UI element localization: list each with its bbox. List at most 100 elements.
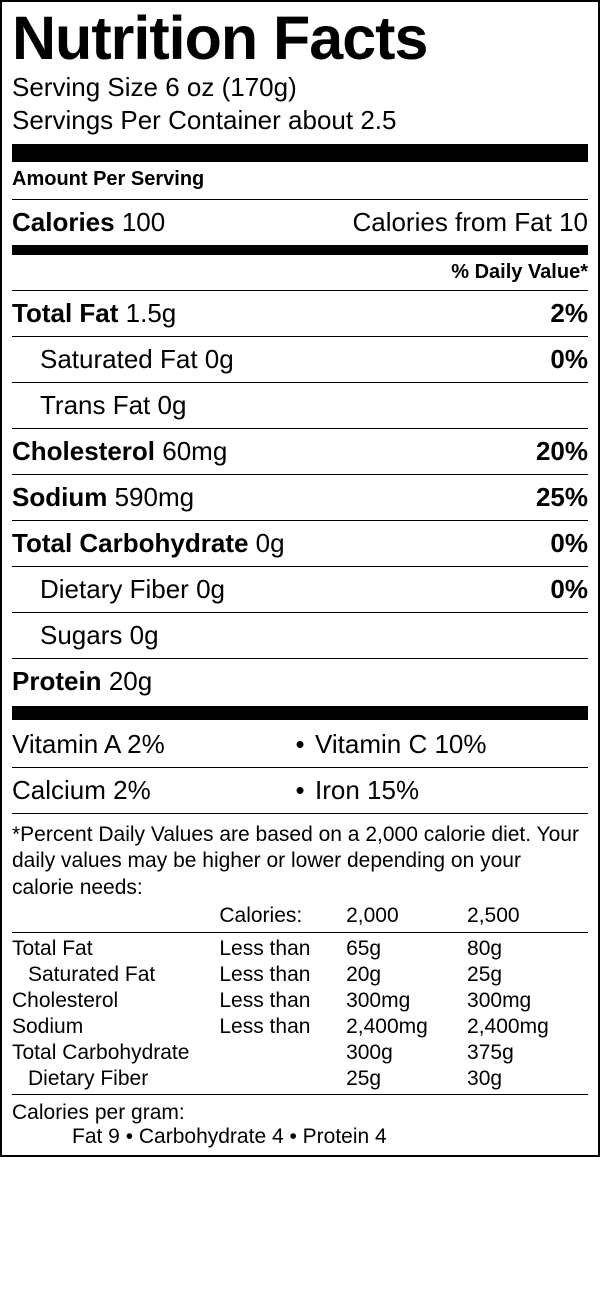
reftable-c1: Saturated Fat xyxy=(12,962,219,988)
divider-line xyxy=(12,520,588,521)
nutrient-row-sat-fat: Saturated Fat 0g 0% xyxy=(12,341,588,378)
carb-label: Total Carbohydrate xyxy=(12,528,248,558)
spc-label: Servings Per Container xyxy=(12,105,281,135)
sodium-dv: 25% xyxy=(536,482,588,513)
calcium-value: 2% xyxy=(113,775,151,805)
reftable-c3: 2,400mg xyxy=(346,1014,467,1040)
cal-per-gram-title: Calories per gram: xyxy=(12,1101,588,1125)
reftable-c4: 80g xyxy=(467,936,588,962)
divider-bar xyxy=(12,706,588,720)
calcium-label: Calcium xyxy=(12,775,106,805)
vit-c-label: Vitamin C xyxy=(315,729,427,759)
divider-line xyxy=(12,612,588,613)
reftable-row: SodiumLess than2,400mg2,400mg xyxy=(12,1014,588,1040)
calories-from-fat-label: Calories from Fat xyxy=(352,207,551,237)
nutrition-label: Nutrition Facts Serving Size 6 oz (170g)… xyxy=(0,0,600,1157)
calories-row: Calories 100 Calories from Fat 10 xyxy=(12,204,588,241)
divider-line xyxy=(12,566,588,567)
nutrient-row-sodium: Sodium 590mg 25% xyxy=(12,479,588,516)
serving-size: Serving Size 6 oz (170g) xyxy=(12,71,588,104)
total-fat-value: 1.5g xyxy=(126,298,177,328)
divider-bar xyxy=(12,144,588,162)
reftable-row: Dietary Fiber 25g30g xyxy=(12,1066,588,1092)
reftable-c3: 65g xyxy=(346,936,467,962)
vitamin-row-2: Calcium 2% • Iron 15% xyxy=(12,772,588,809)
cholesterol-value: 60mg xyxy=(162,436,227,466)
bullet-icon: • xyxy=(285,775,315,806)
divider-bar xyxy=(12,245,588,255)
calories-value: 100 xyxy=(122,207,165,237)
sat-fat-dv: 0% xyxy=(550,344,588,375)
nutrient-row-protein: Protein 20g xyxy=(12,663,588,700)
divider-line xyxy=(12,767,588,768)
sugars-value: 0g xyxy=(130,620,159,650)
amount-per-serving: Amount Per Serving xyxy=(12,166,588,195)
iron-value: 15% xyxy=(367,775,419,805)
reftable-c4: 375g xyxy=(467,1040,588,1066)
cholesterol-label: Cholesterol xyxy=(12,436,155,466)
reftable-c2: Less than xyxy=(219,1014,346,1040)
reftable-c4: 25g xyxy=(467,962,588,988)
nutrient-row-trans-fat: Trans Fat 0g xyxy=(12,387,588,424)
calories-label: Calories xyxy=(12,207,115,237)
vit-c-value: 10% xyxy=(434,729,486,759)
divider-line xyxy=(12,932,588,933)
divider-line xyxy=(12,658,588,659)
nutrient-row-sugars: Sugars 0g xyxy=(12,617,588,654)
reftable-c4: 300mg xyxy=(467,988,588,1014)
reftable-c1: Cholesterol xyxy=(12,988,219,1014)
total-fat-label: Total Fat xyxy=(12,298,118,328)
reftable-c4: 30g xyxy=(467,1066,588,1092)
reftable-c3: 20g xyxy=(346,962,467,988)
reftable-c2: Less than xyxy=(219,988,346,1014)
servings-per-container: Servings Per Container about 2.5 xyxy=(12,104,588,137)
divider-line xyxy=(12,813,588,814)
divider-line xyxy=(12,336,588,337)
nutrient-row-total-fat: Total Fat 1.5g 2% xyxy=(12,295,588,332)
reftable-row: Saturated FatLess than20g25g xyxy=(12,962,588,988)
reftable-c1: Total Fat xyxy=(12,936,219,962)
reftable-row: CholesterolLess than300mg300mg xyxy=(12,988,588,1014)
vit-a-value: 2% xyxy=(127,729,165,759)
reftable-c3: 25g xyxy=(346,1066,467,1092)
vit-a-label: Vitamin A xyxy=(12,729,120,759)
fiber-label: Dietary Fiber xyxy=(40,574,189,604)
bullet-icon: • xyxy=(285,729,315,760)
reftable-c4: 2,400mg xyxy=(467,1014,588,1040)
iron-label: Iron xyxy=(315,775,360,805)
footnote: *Percent Daily Values are based on a 2,0… xyxy=(12,818,588,903)
reftable-c1: Dietary Fiber xyxy=(12,1066,219,1092)
reftable-c2: Less than xyxy=(219,936,346,962)
serving-size-value: 6 oz (170g) xyxy=(165,72,297,102)
divider-line xyxy=(12,199,588,200)
divider-line xyxy=(12,1094,588,1095)
cholesterol-dv: 20% xyxy=(536,436,588,467)
reftable-c2: Less than xyxy=(219,962,346,988)
protein-label: Protein xyxy=(12,666,102,696)
trans-fat-value: 0g xyxy=(158,390,187,420)
reftable-c3: 300g xyxy=(346,1040,467,1066)
reftable-header: Calories: 2,000 2,500 xyxy=(12,903,588,929)
reftable-h-c2: Calories: xyxy=(219,903,346,929)
sugars-label: Sugars xyxy=(40,620,122,650)
reftable-h-c3: 2,000 xyxy=(346,903,467,929)
divider-line xyxy=(12,474,588,475)
reftable-c2 xyxy=(219,1066,346,1092)
divider-line xyxy=(12,382,588,383)
spc-value: about 2.5 xyxy=(288,105,396,135)
nutrient-row-fiber: Dietary Fiber 0g 0% xyxy=(12,571,588,608)
fiber-dv: 0% xyxy=(550,574,588,605)
reftable-c1: Sodium xyxy=(12,1014,219,1040)
carb-dv: 0% xyxy=(550,528,588,559)
divider-line xyxy=(12,290,588,291)
reftable-row: Total FatLess than65g80g xyxy=(12,936,588,962)
reference-table: Calories: 2,000 2,500 Total FatLess than… xyxy=(12,903,588,1092)
reftable-c1: Total Carbohydrate xyxy=(12,1040,219,1066)
reftable-row: Total Carbohydrate 300g375g xyxy=(12,1040,588,1066)
fiber-value: 0g xyxy=(196,574,225,604)
sodium-value: 590mg xyxy=(115,482,195,512)
nutrient-row-carb: Total Carbohydrate 0g 0% xyxy=(12,525,588,562)
title: Nutrition Facts xyxy=(12,8,588,69)
reftable-c2 xyxy=(219,1040,346,1066)
dv-header: % Daily Value* xyxy=(12,259,588,286)
